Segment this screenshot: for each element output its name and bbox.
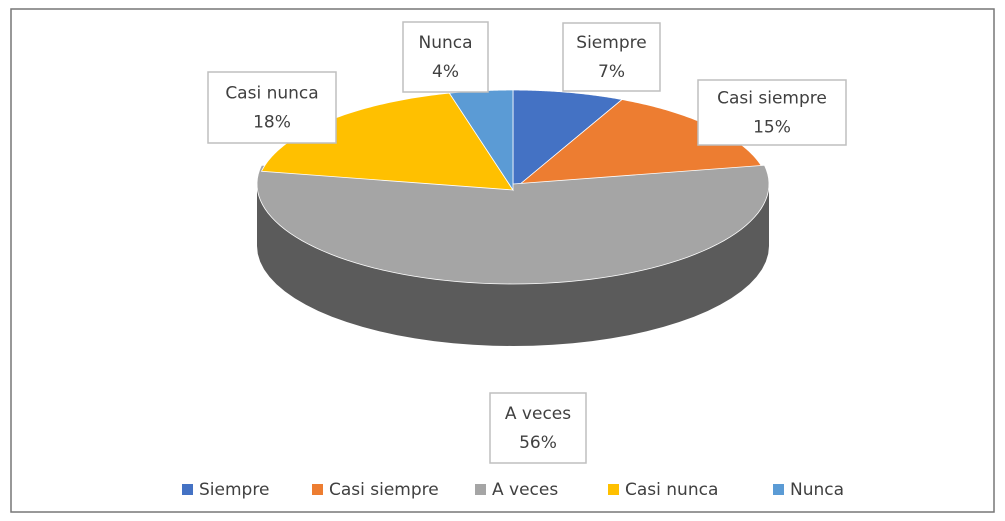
legend-marker xyxy=(773,484,784,495)
legend-marker xyxy=(608,484,619,495)
data-label-box xyxy=(562,22,661,92)
legend-label: A veces xyxy=(492,480,558,500)
legend-marker xyxy=(475,484,486,495)
data-label-box xyxy=(489,392,587,464)
legend-label: Siempre xyxy=(199,480,269,500)
data-label-box xyxy=(697,79,847,146)
data-label-name: A veces xyxy=(505,404,571,424)
legend-label: Casi nunca xyxy=(625,480,718,500)
data-label-value: 15% xyxy=(753,118,791,138)
data-label-name: Casi siempre xyxy=(717,89,827,109)
legend-marker xyxy=(182,484,193,495)
pie-slice xyxy=(256,164,770,285)
data-label-value: 4% xyxy=(432,62,459,82)
data-label-value: 56% xyxy=(519,433,557,453)
data-label-name: Nunca xyxy=(418,33,472,53)
data-label-value: 7% xyxy=(598,62,625,82)
legend-marker xyxy=(312,484,323,495)
legend-label: Casi siempre xyxy=(329,480,439,500)
data-label-box xyxy=(402,21,489,93)
data-label-box xyxy=(207,71,337,144)
data-label-value: 18% xyxy=(253,113,291,133)
data-label-name: Casi nunca xyxy=(225,84,318,104)
pie-slice xyxy=(512,89,623,191)
legend-label: Nunca xyxy=(790,480,844,500)
data-label-name: Siempre xyxy=(576,33,646,53)
pie-side xyxy=(257,184,769,346)
chart-frame xyxy=(10,8,995,513)
